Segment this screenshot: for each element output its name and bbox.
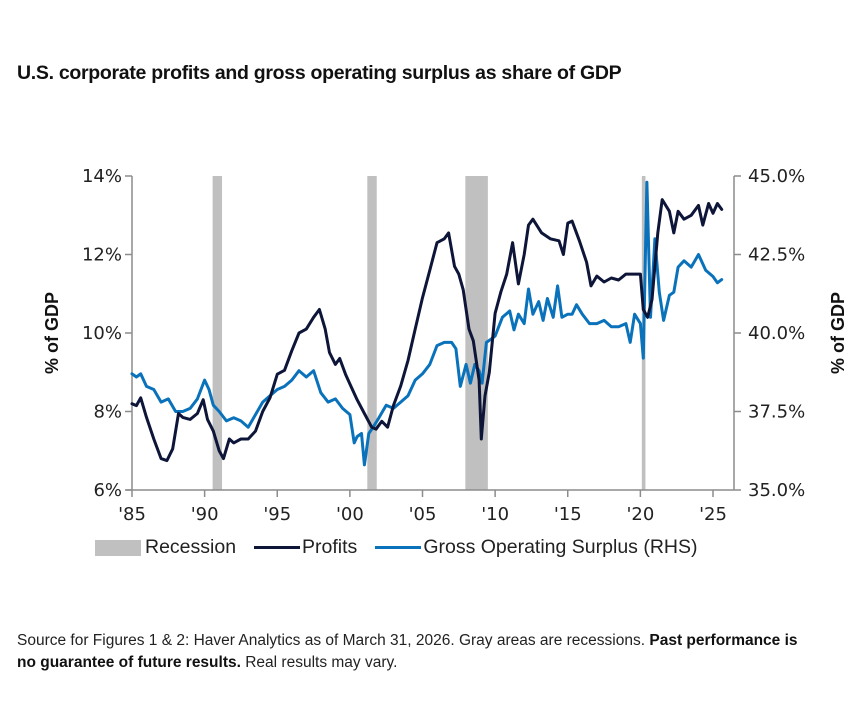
y-tick-label-left: 14% [82, 166, 122, 187]
legend-item-profits: Profits [254, 536, 357, 559]
legend: Recession Profits Gross Operating Surplu… [95, 536, 715, 559]
x-tick-label: '85 [118, 504, 146, 525]
legend-swatch-gos [375, 546, 422, 549]
y-axis-title-right: % of GDP [828, 292, 848, 374]
y-tick-label-right: 45.0% [748, 166, 805, 187]
x-tick-label: '20 [626, 504, 654, 525]
y-tick-label-left: 8% [93, 402, 122, 423]
legend-swatch-profits [254, 546, 301, 549]
x-tick-label: '10 [481, 504, 509, 525]
x-tick-label: '15 [554, 504, 582, 525]
series-line-gos [130, 180, 724, 467]
x-tick-label: '05 [409, 504, 437, 525]
legend-label-recession: Recession [145, 536, 237, 558]
x-tick-label: '95 [263, 504, 291, 525]
legend-label-profits: Profits [302, 536, 358, 558]
y-axis-title-left: % of GDP [42, 292, 62, 374]
series [130, 180, 724, 467]
axes: 6% 8% 10% 12% 14% 35.0% 37.5% 40.0% 42.5% 45.0% '8… [82, 166, 805, 525]
y-tick-label-right: 37.5% [748, 402, 805, 423]
y-tick-label-right: 40.0% [748, 323, 805, 344]
disclaimer-tail: Real results may vary. [240, 654, 398, 671]
disclaimer-bold: Past performance is no guarantee of futu… [17, 632, 798, 671]
legend-item-gos: Gross Operating Surplus (RHS) [375, 536, 697, 559]
legend-swatch-recession [95, 539, 141, 556]
recession-bands [212, 176, 646, 490]
x-tick-label: '25 [699, 504, 727, 525]
legend-item-recession: Recession [95, 536, 236, 559]
x-tick-label: '00 [336, 504, 364, 525]
y-tick-label-left: 6% [93, 480, 122, 501]
recession-band [465, 176, 488, 490]
recession-band [212, 176, 223, 490]
y-tick-label-left: 12% [82, 245, 122, 266]
y-tick-label-left: 10% [82, 323, 122, 344]
y-tick-label-right: 35.0% [748, 480, 805, 501]
series-line-profits [130, 198, 724, 463]
recession-band [367, 176, 377, 490]
x-tick-label: '90 [191, 504, 219, 525]
chart-title: U.S. corporate profits and gross operati… [17, 62, 622, 84]
source-text: Source for Figures 1 & 2: Haver Analytic… [17, 632, 650, 649]
source-footnote: Source for Figures 1 & 2: Haver Analytic… [17, 630, 807, 674]
legend-label-gos: Gross Operating Surplus (RHS) [423, 536, 698, 558]
y-tick-label-right: 42.5% [748, 245, 805, 266]
